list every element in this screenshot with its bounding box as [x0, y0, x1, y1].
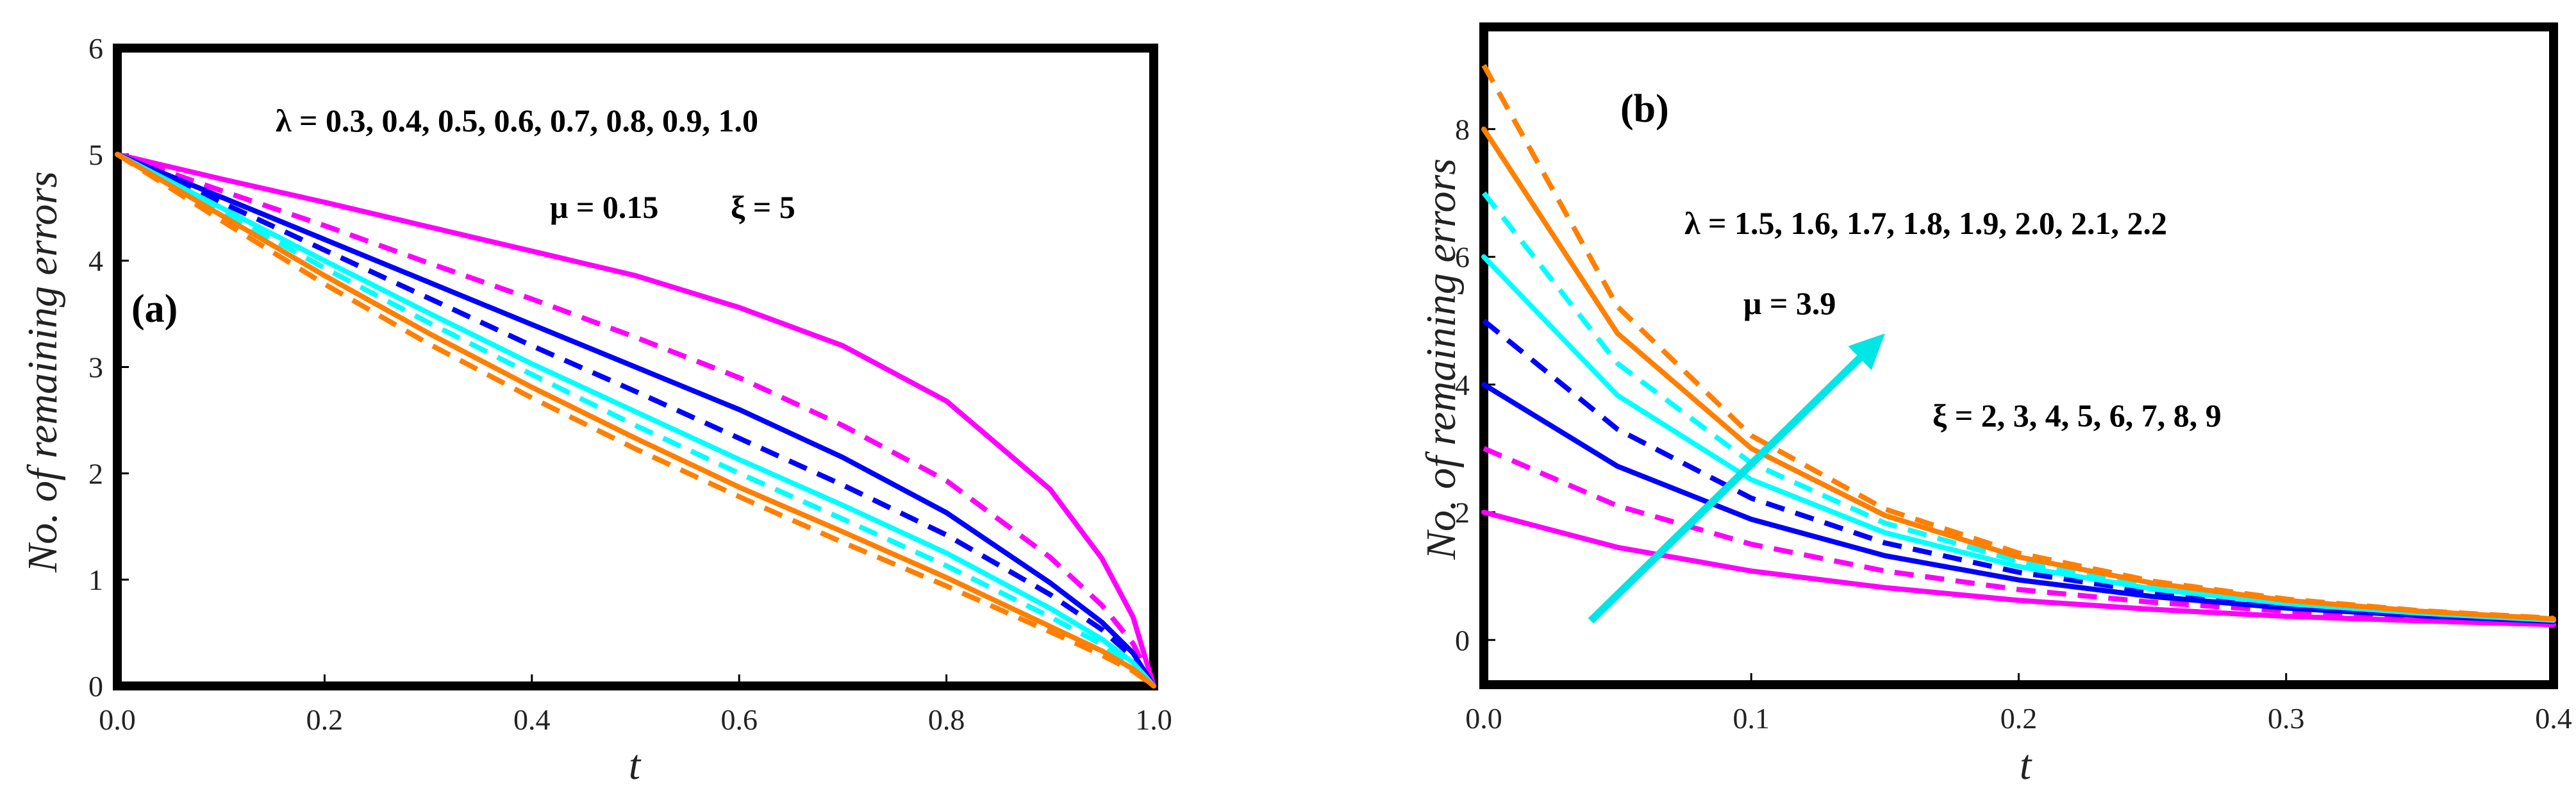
- panel-a-series-line: [115, 151, 1156, 689]
- panel-a-x-tick-label: 0.6: [720, 703, 758, 736]
- panel-b-series-line: [1483, 446, 2554, 626]
- panel-a-series-line: [115, 152, 1156, 689]
- panel-b-x-tick-label: 0.4: [2535, 702, 2572, 735]
- panel-a-mu-annotation: μ = 0.15: [550, 189, 658, 225]
- panel-a-y-tick-label: 1: [88, 564, 103, 596]
- panel-a-x-tick-label: 0.8: [928, 703, 965, 736]
- panel-a-x-axis-label: t: [629, 742, 642, 789]
- panel-b-x-tick-label: 0.1: [1733, 702, 1770, 735]
- panel-b-y-tick-label: 0: [1455, 624, 1470, 656]
- panel-a-ticks: 0.0 0.2 0.4 0.6 0.8 1.0 0 1 2 3 4 5 6: [88, 32, 1172, 736]
- panel-b-trend-arrow-shaft: [1588, 355, 1863, 624]
- panel-b-x-tick-label: 0.2: [2000, 702, 2038, 735]
- panel-b-y-tick-label: 4: [1455, 369, 1470, 401]
- panel-a-x-tick-label: 1.0: [1135, 703, 1172, 736]
- panel-b-y-tick-label: 2: [1455, 496, 1470, 529]
- panel-b-xi-annotation: ξ = 2, 3, 4, 5, 6, 7, 8, 9: [1932, 397, 2222, 433]
- panel-a-x-tick-label: 0.4: [513, 703, 551, 736]
- panel-a-series: [115, 151, 1156, 689]
- panel-b-ticks: 0.0 0.1 0.2 0.3 0.4 0 2 4 6 8: [1455, 113, 2572, 735]
- panel-a-x-tick-label: 0.0: [99, 703, 136, 736]
- panel-b-y-axis-label: No. of remaining errors: [1418, 158, 1465, 560]
- panel-b-series: [1481, 63, 2556, 628]
- panel-b-series-line: [1481, 63, 2554, 621]
- panel-b-y-tick-label: 8: [1455, 113, 1470, 146]
- panel-a: 0.0 0.2 0.4 0.6 0.8 1.0 0 1 2 3 4 5 6 λ = 0.3, 0.4, …: [19, 32, 1172, 789]
- panel-b: 0.0 0.1 0.2 0.3 0.4 0 2 4 6 8 (b) λ = 1.5, 1.6, 1…: [1418, 22, 2572, 789]
- panel-a-series-line: [115, 151, 1156, 689]
- panel-a-y-tick-label: 3: [88, 351, 103, 384]
- panel-a-y-tick-label: 2: [88, 457, 103, 490]
- panel-b-label: (b): [1620, 87, 1669, 131]
- panel-b-y-tick-label: 6: [1455, 241, 1470, 274]
- panel-a-series-line: [115, 151, 1156, 689]
- panel-a-series-line: [116, 152, 1156, 688]
- panel-b-frame: [1479, 22, 2558, 689]
- panel-b-x-tick-label: 0.0: [1465, 702, 1502, 735]
- panel-b-mu-annotation: μ = 3.9: [1743, 285, 1836, 321]
- panel-a-y-tick-label: 4: [88, 245, 103, 278]
- panel-a-label: (a): [131, 287, 178, 331]
- panel-a-x-tick-label: 0.2: [306, 703, 344, 736]
- panel-a-series-line: [115, 151, 1156, 689]
- panel-a-y-tick-label: 0: [88, 670, 103, 703]
- panel-a-xi-annotation: ξ = 5: [731, 189, 795, 225]
- panel-b-trend-arrow-head: [1848, 333, 1885, 371]
- panel-a-y-axis-label: No. of remaining errors: [19, 171, 66, 573]
- panel-a-series-line: [116, 152, 1156, 687]
- panel-b-x-axis-label: t: [2020, 742, 2032, 789]
- panel-a-y-tick-label: 5: [88, 138, 103, 171]
- panel-b-x-tick-label: 0.3: [2268, 702, 2305, 735]
- panel-b-lambda-annotation: λ = 1.5, 1.6, 1.7, 1.8, 1.9, 2.0, 2.1, 2…: [1684, 205, 2167, 241]
- panel-a-lambda-annotation: λ = 0.3, 0.4, 0.5, 0.6, 0.7, 0.8, 0.9, 1…: [276, 103, 758, 138]
- panel-a-y-tick-label: 6: [88, 32, 103, 65]
